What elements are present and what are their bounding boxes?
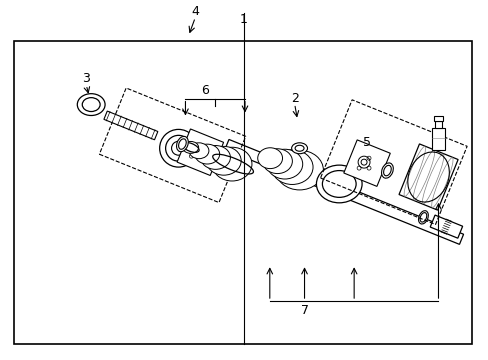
Ellipse shape xyxy=(194,144,219,164)
Bar xyxy=(99,88,245,203)
Ellipse shape xyxy=(183,141,198,153)
Text: 5: 5 xyxy=(362,136,370,149)
Bar xyxy=(343,140,389,186)
Ellipse shape xyxy=(160,129,197,167)
Ellipse shape xyxy=(190,144,202,156)
Ellipse shape xyxy=(200,145,230,169)
Ellipse shape xyxy=(176,136,188,152)
Ellipse shape xyxy=(77,94,105,116)
Ellipse shape xyxy=(189,143,208,159)
Ellipse shape xyxy=(322,171,355,197)
Bar xyxy=(398,144,457,210)
Ellipse shape xyxy=(291,143,307,154)
Ellipse shape xyxy=(360,159,366,165)
Ellipse shape xyxy=(271,150,312,184)
Bar xyxy=(224,139,463,244)
Ellipse shape xyxy=(212,147,251,181)
Ellipse shape xyxy=(178,139,186,149)
Ellipse shape xyxy=(419,213,426,222)
Ellipse shape xyxy=(418,211,427,224)
Text: 7: 7 xyxy=(300,305,308,318)
Ellipse shape xyxy=(316,165,361,203)
Bar xyxy=(14,41,471,344)
Ellipse shape xyxy=(165,135,191,161)
Text: 3: 3 xyxy=(82,72,90,85)
Ellipse shape xyxy=(383,165,390,176)
Bar xyxy=(433,117,443,121)
Bar xyxy=(434,121,442,129)
Text: 2: 2 xyxy=(290,92,298,105)
Text: 6: 6 xyxy=(201,84,209,97)
Text: 1: 1 xyxy=(240,13,247,26)
Bar xyxy=(103,111,158,140)
Ellipse shape xyxy=(257,148,282,168)
Ellipse shape xyxy=(193,147,199,153)
Ellipse shape xyxy=(262,149,292,174)
Ellipse shape xyxy=(294,145,304,151)
Bar xyxy=(177,129,223,175)
Ellipse shape xyxy=(206,147,241,175)
Bar xyxy=(431,129,445,150)
Text: 4: 4 xyxy=(191,5,199,18)
Ellipse shape xyxy=(357,156,369,168)
Ellipse shape xyxy=(266,149,302,179)
Ellipse shape xyxy=(381,163,392,178)
Ellipse shape xyxy=(275,150,323,190)
Ellipse shape xyxy=(171,141,185,155)
Ellipse shape xyxy=(82,98,100,112)
Bar xyxy=(320,100,466,225)
Bar xyxy=(429,215,462,238)
